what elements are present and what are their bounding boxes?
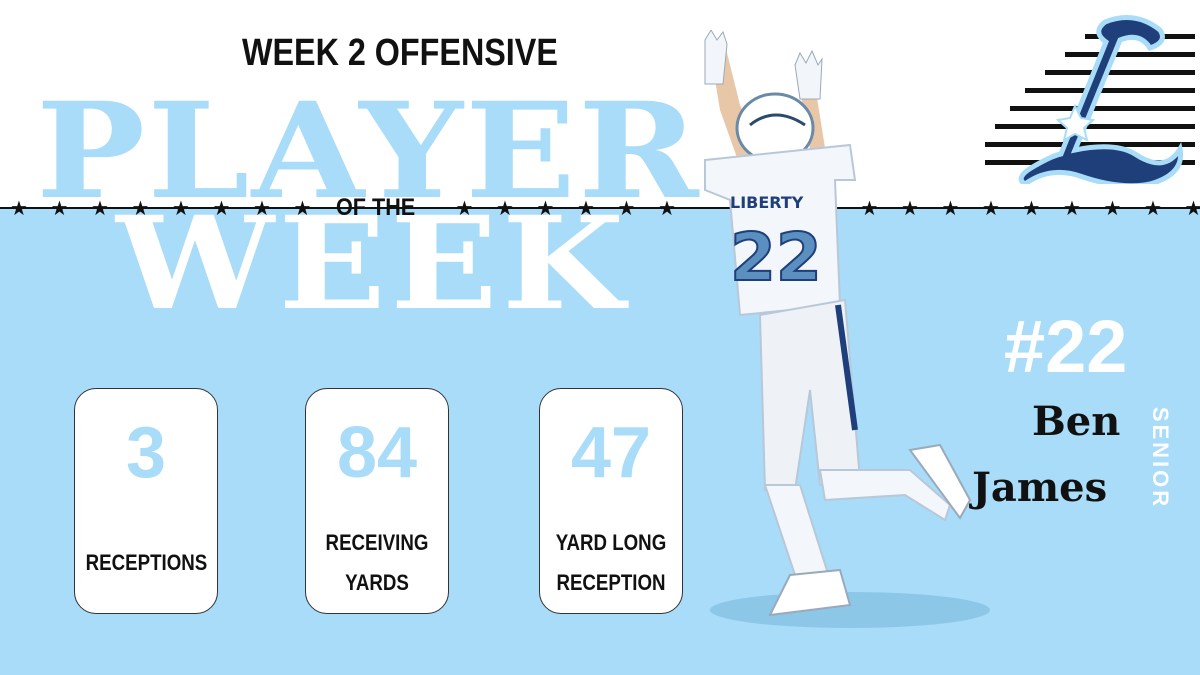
jersey-text: LIBERTY — [730, 193, 804, 212]
stat-label-line-2: YARDS — [345, 570, 409, 595]
stat-value: 47 — [570, 413, 652, 493]
stat-card-receiving-yards: 84 RECEIVING YARDS — [305, 388, 449, 614]
star-icon: ★ — [253, 196, 271, 220]
star-icon: ★ — [1022, 196, 1041, 220]
player-last-name: James — [972, 464, 1108, 511]
headline: WEEK 2 OFFENSIVE — [242, 32, 558, 74]
stat-card-receptions: 3 RECEPTIONS — [74, 388, 218, 614]
star-icon: ★ — [10, 196, 28, 220]
star-icon: ★ — [1063, 196, 1081, 220]
star-icon: ★ — [577, 196, 595, 220]
star-icon: ★ — [212, 196, 231, 220]
stat-value: 84 — [336, 413, 418, 493]
divider-line — [0, 207, 1200, 209]
connector-text: OF THE — [336, 194, 416, 221]
player-number: #22 — [1004, 305, 1128, 388]
star-icon: ★ — [901, 196, 919, 220]
star-icon: ★ — [172, 196, 190, 220]
player-photo: LIBERTY 22 — [704, 30, 990, 628]
big-word-week: WEEK — [116, 189, 629, 339]
player-first-name: Ben — [1032, 398, 1121, 445]
star-icon: ★ — [455, 196, 474, 220]
star-icon: ★ — [941, 196, 960, 220]
star-icon: ★ — [1184, 196, 1200, 220]
star-icon: ★ — [1144, 196, 1162, 220]
stat-label-line-1: YARD LONG — [555, 530, 667, 555]
star-icon: ★ — [293, 196, 312, 220]
big-word-player: PLAYER — [36, 74, 701, 229]
star-icon: ★ — [982, 196, 1000, 220]
stat-label-line-1: RECEIVING — [325, 530, 429, 555]
liberty-l-logo-icon — [985, 15, 1195, 184]
class-year: SENIOR — [1148, 406, 1173, 510]
star-icon: ★ — [50, 196, 69, 220]
stat-label: RECEPTIONS — [85, 550, 208, 575]
glove-icon — [704, 30, 728, 85]
star-divider: ★ ★ ★ ★ ★ ★ ★ ★ ★ ★ ★ ★ ★ ★ ★ ★ ★ ★ ★ ★ ★ ★ ★ — [0, 196, 1200, 220]
stat-label-line-2: RECEPTION — [556, 570, 666, 595]
star-icon: ★ — [658, 196, 676, 220]
stat-card-long-reception: 47 YARD LONG RECEPTION — [539, 388, 683, 614]
star-icon: ★ — [536, 196, 555, 220]
top-white-band — [0, 0, 1200, 208]
star-icon: ★ — [1103, 196, 1122, 220]
class-year-badge: SENIOR — [1140, 398, 1180, 518]
star-icon: ★ — [617, 196, 636, 220]
star-icon: ★ — [496, 196, 514, 220]
star-icon: ★ — [131, 196, 150, 220]
stat-value: 3 — [125, 413, 167, 493]
jersey-number: 22 — [730, 219, 822, 296]
star-icon: ★ — [91, 196, 109, 220]
star-icon: ★ — [860, 196, 879, 220]
